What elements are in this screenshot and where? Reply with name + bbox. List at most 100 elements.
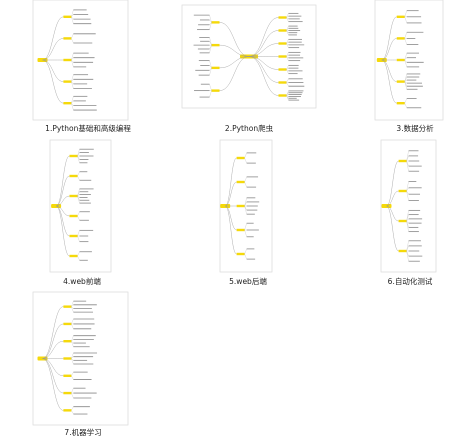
leaf-link xyxy=(71,100,74,104)
leaf-link xyxy=(406,250,409,257)
leaf-link xyxy=(77,195,80,198)
branch-node xyxy=(63,409,72,412)
leaf-link xyxy=(406,250,409,262)
branch-node xyxy=(63,305,72,308)
branch xyxy=(56,175,70,207)
leaf-link xyxy=(406,187,409,192)
branch-node xyxy=(396,58,405,62)
caption: 7.机器学习 xyxy=(64,427,101,437)
leaf-link xyxy=(77,149,80,157)
leaf-link xyxy=(244,205,247,211)
mind-map-thumbnail xyxy=(181,4,317,109)
leaf-link xyxy=(286,92,289,96)
leaf-link xyxy=(286,78,289,83)
caption: 2.Python爬虫 xyxy=(225,123,274,133)
leaf-link xyxy=(209,65,212,68)
branch-node xyxy=(63,80,72,83)
leaf-link xyxy=(209,37,212,46)
leaf-link xyxy=(406,214,409,222)
branch xyxy=(381,38,397,61)
leaf-link xyxy=(286,30,289,33)
branch xyxy=(42,16,64,61)
leaf-link xyxy=(286,15,289,18)
branch xyxy=(42,306,64,359)
branch-node xyxy=(278,94,287,97)
leaf-link xyxy=(71,81,74,89)
leaf-link xyxy=(77,155,80,160)
leaf-link xyxy=(404,79,407,82)
leaf-link xyxy=(71,33,74,39)
leaf-link xyxy=(209,22,212,25)
branch-node xyxy=(63,102,72,105)
leaf-link xyxy=(244,157,247,164)
caption: 3.数据分析 xyxy=(396,123,434,133)
branch-node xyxy=(69,154,78,158)
leaf-link xyxy=(71,16,74,24)
branch xyxy=(225,205,237,255)
branch-node xyxy=(398,249,407,253)
thumbnail-frame xyxy=(49,139,112,273)
leaf-link xyxy=(286,41,289,44)
leaf-link xyxy=(286,94,289,96)
leaf-link xyxy=(286,65,289,70)
branch-node xyxy=(211,43,220,47)
leaf-link xyxy=(209,22,212,30)
branch xyxy=(248,56,279,96)
branch-node xyxy=(236,228,245,232)
leaf-link xyxy=(71,372,74,376)
branch xyxy=(56,205,70,217)
leaf-link xyxy=(286,69,289,72)
leaf-link xyxy=(209,67,212,71)
branch-node xyxy=(63,391,72,395)
leaf-link xyxy=(71,352,74,359)
branch-node xyxy=(278,16,287,19)
branch-node xyxy=(63,322,72,326)
leaf-link xyxy=(77,211,80,217)
mind-map-thumbnail xyxy=(49,139,112,273)
branch-node xyxy=(278,42,287,45)
leaf-link xyxy=(77,152,80,157)
mind-map-thumbnail xyxy=(32,0,129,121)
branch-node xyxy=(69,174,78,178)
leaf-link xyxy=(71,14,74,17)
leaf-link xyxy=(209,45,212,53)
leaf-link xyxy=(286,43,289,48)
branch-node xyxy=(396,102,405,105)
leaf-link xyxy=(71,341,74,344)
leaf-link xyxy=(209,90,212,98)
leaf-link xyxy=(77,251,80,257)
branch-node xyxy=(278,68,287,71)
mind-map-thumbnail xyxy=(32,291,129,426)
branch xyxy=(56,195,70,207)
leaf-link xyxy=(71,388,74,394)
leaf-link xyxy=(404,57,407,61)
leaf-link xyxy=(286,56,289,61)
branch xyxy=(55,205,70,257)
leaf-link xyxy=(404,59,407,63)
branch-node xyxy=(211,89,220,92)
branch-node xyxy=(398,159,407,163)
branch-node xyxy=(236,252,245,256)
leaf-link xyxy=(71,103,74,106)
leaf-link xyxy=(286,17,289,22)
caption: 1.Python基础和高级编程 xyxy=(45,123,131,133)
leaf-link xyxy=(406,245,409,252)
branch-node xyxy=(69,254,78,258)
leaf-link xyxy=(71,74,74,82)
leaf-link xyxy=(71,57,74,61)
branch-node xyxy=(211,66,220,70)
leaf-link xyxy=(71,79,74,82)
leaf-link xyxy=(77,230,80,237)
caption: 5.web后端 xyxy=(229,276,267,286)
branch-node xyxy=(278,29,287,32)
leaf-link xyxy=(404,103,407,108)
branch xyxy=(42,59,64,104)
branch xyxy=(386,205,399,252)
leaf-link xyxy=(406,160,409,167)
leaf-link xyxy=(209,15,212,23)
leaf-link xyxy=(406,190,409,195)
leaf-link xyxy=(406,150,409,162)
leaf-link xyxy=(406,240,409,252)
leaf-link xyxy=(71,304,74,307)
